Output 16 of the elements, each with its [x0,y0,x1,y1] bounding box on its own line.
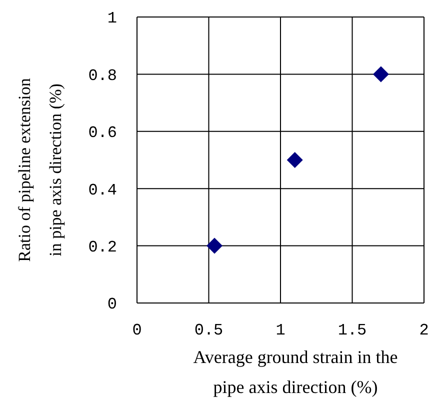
y-tick-label: 0.4 [88,181,117,200]
y-tick-label: 0.8 [88,66,117,85]
x-tick-label: 1 [276,321,286,340]
point [286,152,303,168]
x-tick-label: 0.5 [194,321,224,340]
point [372,66,389,82]
point [206,238,222,254]
y-tick-label: 0 [107,296,117,314]
y-tick-label: 1 [107,10,117,28]
x-tick-label: 2 [419,321,429,340]
y-tick-label: 0.6 [88,124,117,142]
y-tick-label: 0.2 [88,238,117,256]
y-axis-title: Ratio of pipeline extension in pipe axis direction (%) [15,78,65,262]
x-tick-label: 0 [132,321,142,340]
x-tick-label: 1.5 [338,321,367,340]
x-axis-title: Average ground strain in the pipe axis direction (%) [193,347,398,397]
